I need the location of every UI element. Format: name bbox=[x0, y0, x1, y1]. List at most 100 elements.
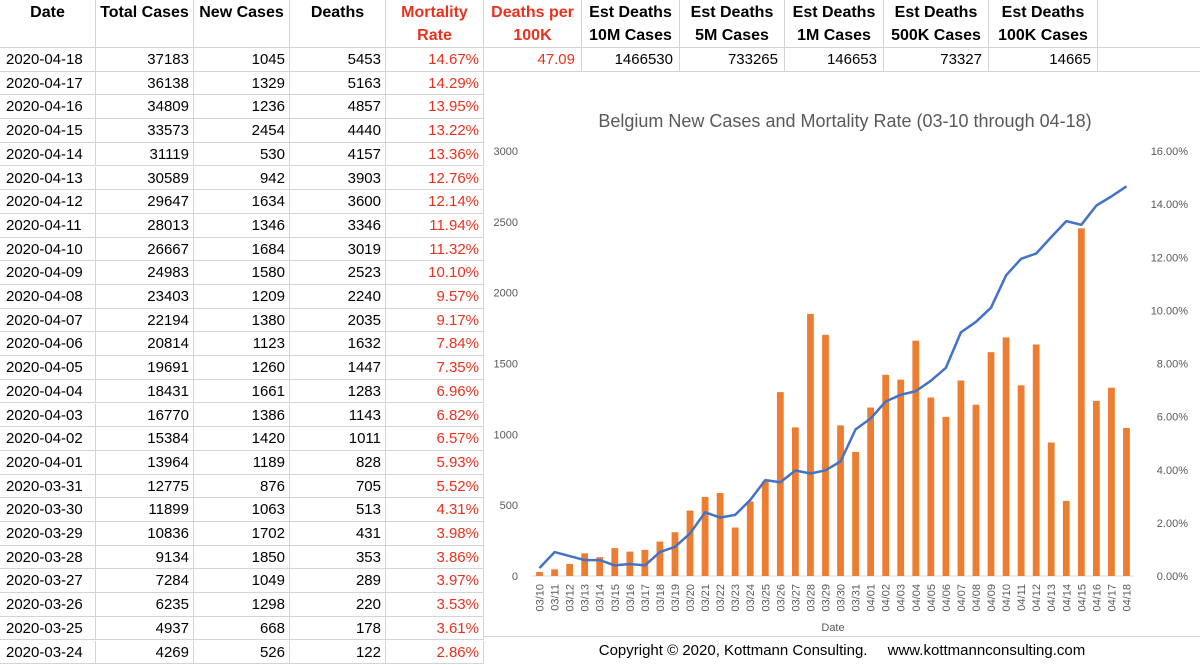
cell-deaths[interactable]: 353 bbox=[290, 545, 386, 569]
cell-date[interactable]: 2020-03-29 bbox=[0, 522, 96, 545]
cell-total-cases[interactable]: 34809 bbox=[96, 95, 194, 119]
cell-date[interactable]: 2020-04-16 bbox=[0, 95, 96, 119]
cell-deaths[interactable]: 3600 bbox=[290, 190, 386, 213]
cell-new-cases[interactable]: 1380 bbox=[194, 308, 290, 332]
cell-new-cases[interactable]: 1298 bbox=[194, 593, 290, 616]
cell-new-cases[interactable]: 1209 bbox=[194, 285, 290, 308]
cell-deaths[interactable]: 5163 bbox=[290, 71, 386, 95]
cell-deaths[interactable]: 1447 bbox=[290, 356, 386, 379]
cell-date[interactable]: 2020-04-14 bbox=[0, 142, 96, 166]
cell-est-100k[interactable]: 14665 bbox=[989, 48, 1098, 72]
cell-total-cases[interactable]: 15384 bbox=[96, 427, 194, 450]
cell-total-cases[interactable]: 30589 bbox=[96, 166, 194, 190]
cell-total-cases[interactable]: 37183 bbox=[96, 48, 194, 71]
cell-new-cases[interactable]: 668 bbox=[194, 616, 290, 640]
cell-deaths[interactable]: 4857 bbox=[290, 95, 386, 119]
cell-deaths[interactable]: 1143 bbox=[290, 403, 386, 427]
cell-date[interactable]: 2020-04-02 bbox=[0, 427, 96, 450]
cell-mortality-rate[interactable]: 14.29% bbox=[386, 71, 484, 95]
header-est-1m[interactable]: Est Deaths 1M Cases bbox=[785, 0, 884, 48]
cell-mortality-rate[interactable]: 9.57% bbox=[386, 285, 484, 308]
cell-new-cases[interactable]: 1684 bbox=[194, 237, 290, 261]
cell-deaths[interactable]: 3903 bbox=[290, 166, 386, 190]
cell-date[interactable]: 2020-03-26 bbox=[0, 593, 96, 616]
cell-deaths[interactable]: 828 bbox=[290, 450, 386, 474]
cell-date[interactable]: 2020-04-10 bbox=[0, 237, 96, 261]
cell-date[interactable]: 2020-03-31 bbox=[0, 474, 96, 498]
cell-total-cases[interactable]: 28013 bbox=[96, 213, 194, 237]
cell-mortality-rate[interactable]: 2.86% bbox=[386, 640, 484, 664]
header-deaths-per-100k[interactable]: Deaths per 100K bbox=[484, 0, 582, 48]
cell-deaths[interactable]: 178 bbox=[290, 616, 386, 640]
cell-mortality-rate[interactable]: 3.86% bbox=[386, 545, 484, 569]
cell-deaths[interactable]: 289 bbox=[290, 569, 386, 593]
cell-new-cases[interactable]: 530 bbox=[194, 142, 290, 166]
cell-new-cases[interactable]: 1702 bbox=[194, 522, 290, 545]
cell-new-cases[interactable]: 1236 bbox=[194, 95, 290, 119]
cell-total-cases[interactable]: 33573 bbox=[96, 119, 194, 142]
cell-date[interactable]: 2020-03-24 bbox=[0, 640, 96, 664]
cell-mortality-rate[interactable]: 14.67% bbox=[386, 48, 484, 71]
cell-new-cases[interactable]: 1346 bbox=[194, 213, 290, 237]
cell-mortality-rate[interactable]: 13.95% bbox=[386, 95, 484, 119]
cell-total-cases[interactable]: 29647 bbox=[96, 190, 194, 213]
cell-mortality-rate[interactable]: 3.53% bbox=[386, 593, 484, 616]
cell-deaths[interactable]: 4157 bbox=[290, 142, 386, 166]
cell-new-cases[interactable]: 1661 bbox=[194, 379, 290, 403]
header-est-500k[interactable]: Est Deaths 500K Cases bbox=[884, 0, 989, 48]
cell-mortality-rate[interactable]: 11.32% bbox=[386, 237, 484, 261]
cell-date[interactable]: 2020-04-17 bbox=[0, 71, 96, 95]
header-empty[interactable] bbox=[1098, 0, 1200, 48]
cell-new-cases[interactable]: 876 bbox=[194, 474, 290, 498]
cell-mortality-rate[interactable]: 13.22% bbox=[386, 119, 484, 142]
cell-total-cases[interactable]: 16770 bbox=[96, 403, 194, 427]
cell-deaths[interactable]: 3346 bbox=[290, 213, 386, 237]
cell-date[interactable]: 2020-03-30 bbox=[0, 498, 96, 521]
cell-total-cases[interactable]: 12775 bbox=[96, 474, 194, 498]
cell-total-cases[interactable]: 13964 bbox=[96, 450, 194, 474]
cell-mortality-rate[interactable]: 5.93% bbox=[386, 450, 484, 474]
cell-date[interactable]: 2020-04-04 bbox=[0, 379, 96, 403]
cell-mortality-rate[interactable]: 3.98% bbox=[386, 522, 484, 545]
cell-mortality-rate[interactable]: 11.94% bbox=[386, 213, 484, 237]
cell-est-10m[interactable]: 1466530 bbox=[582, 48, 680, 72]
cell-total-cases[interactable]: 36138 bbox=[96, 71, 194, 95]
cell-new-cases[interactable]: 1123 bbox=[194, 332, 290, 356]
cell-total-cases[interactable]: 20814 bbox=[96, 332, 194, 356]
cell-total-cases[interactable]: 26667 bbox=[96, 237, 194, 261]
cell-mortality-rate[interactable]: 4.31% bbox=[386, 498, 484, 521]
cell-deaths[interactable]: 1632 bbox=[290, 332, 386, 356]
cell-est-500k[interactable]: 73327 bbox=[884, 48, 989, 72]
cell-new-cases[interactable]: 1329 bbox=[194, 71, 290, 95]
header-new-cases[interactable]: New Cases bbox=[194, 0, 290, 48]
cell-date[interactable]: 2020-04-06 bbox=[0, 332, 96, 356]
header-date[interactable]: Date bbox=[0, 0, 96, 48]
cell-mortality-rate[interactable]: 3.61% bbox=[386, 616, 484, 640]
header-total-cases[interactable]: Total Cases bbox=[96, 0, 194, 48]
cell-date[interactable]: 2020-04-01 bbox=[0, 450, 96, 474]
cell-mortality-rate[interactable]: 6.57% bbox=[386, 427, 484, 450]
cell-deaths[interactable]: 705 bbox=[290, 474, 386, 498]
cell-est-1m[interactable]: 146653 bbox=[785, 48, 884, 72]
cell-deaths[interactable]: 2240 bbox=[290, 285, 386, 308]
cell-deaths[interactable]: 1011 bbox=[290, 427, 386, 450]
cell-new-cases[interactable]: 1049 bbox=[194, 569, 290, 593]
cell-total-cases[interactable]: 18431 bbox=[96, 379, 194, 403]
cell-mortality-rate[interactable]: 12.76% bbox=[386, 166, 484, 190]
cell-mortality-rate[interactable]: 9.17% bbox=[386, 308, 484, 332]
header-mortality-rate[interactable]: Mortality Rate bbox=[386, 0, 484, 48]
cell-total-cases[interactable]: 19691 bbox=[96, 356, 194, 379]
cell-new-cases[interactable]: 942 bbox=[194, 166, 290, 190]
cell-empty[interactable] bbox=[1098, 48, 1200, 72]
cell-mortality-rate[interactable]: 5.52% bbox=[386, 474, 484, 498]
cell-deaths[interactable]: 2523 bbox=[290, 261, 386, 284]
cell-new-cases[interactable]: 1045 bbox=[194, 48, 290, 71]
cell-date[interactable]: 2020-04-13 bbox=[0, 166, 96, 190]
cell-deaths[interactable]: 513 bbox=[290, 498, 386, 521]
cell-new-cases[interactable]: 1580 bbox=[194, 261, 290, 284]
cell-total-cases[interactable]: 6235 bbox=[96, 593, 194, 616]
cell-deaths-per-100k[interactable]: 47.09 bbox=[484, 48, 582, 72]
cell-mortality-rate[interactable]: 12.14% bbox=[386, 190, 484, 213]
cell-new-cases[interactable]: 1420 bbox=[194, 427, 290, 450]
cell-new-cases[interactable]: 1063 bbox=[194, 498, 290, 521]
